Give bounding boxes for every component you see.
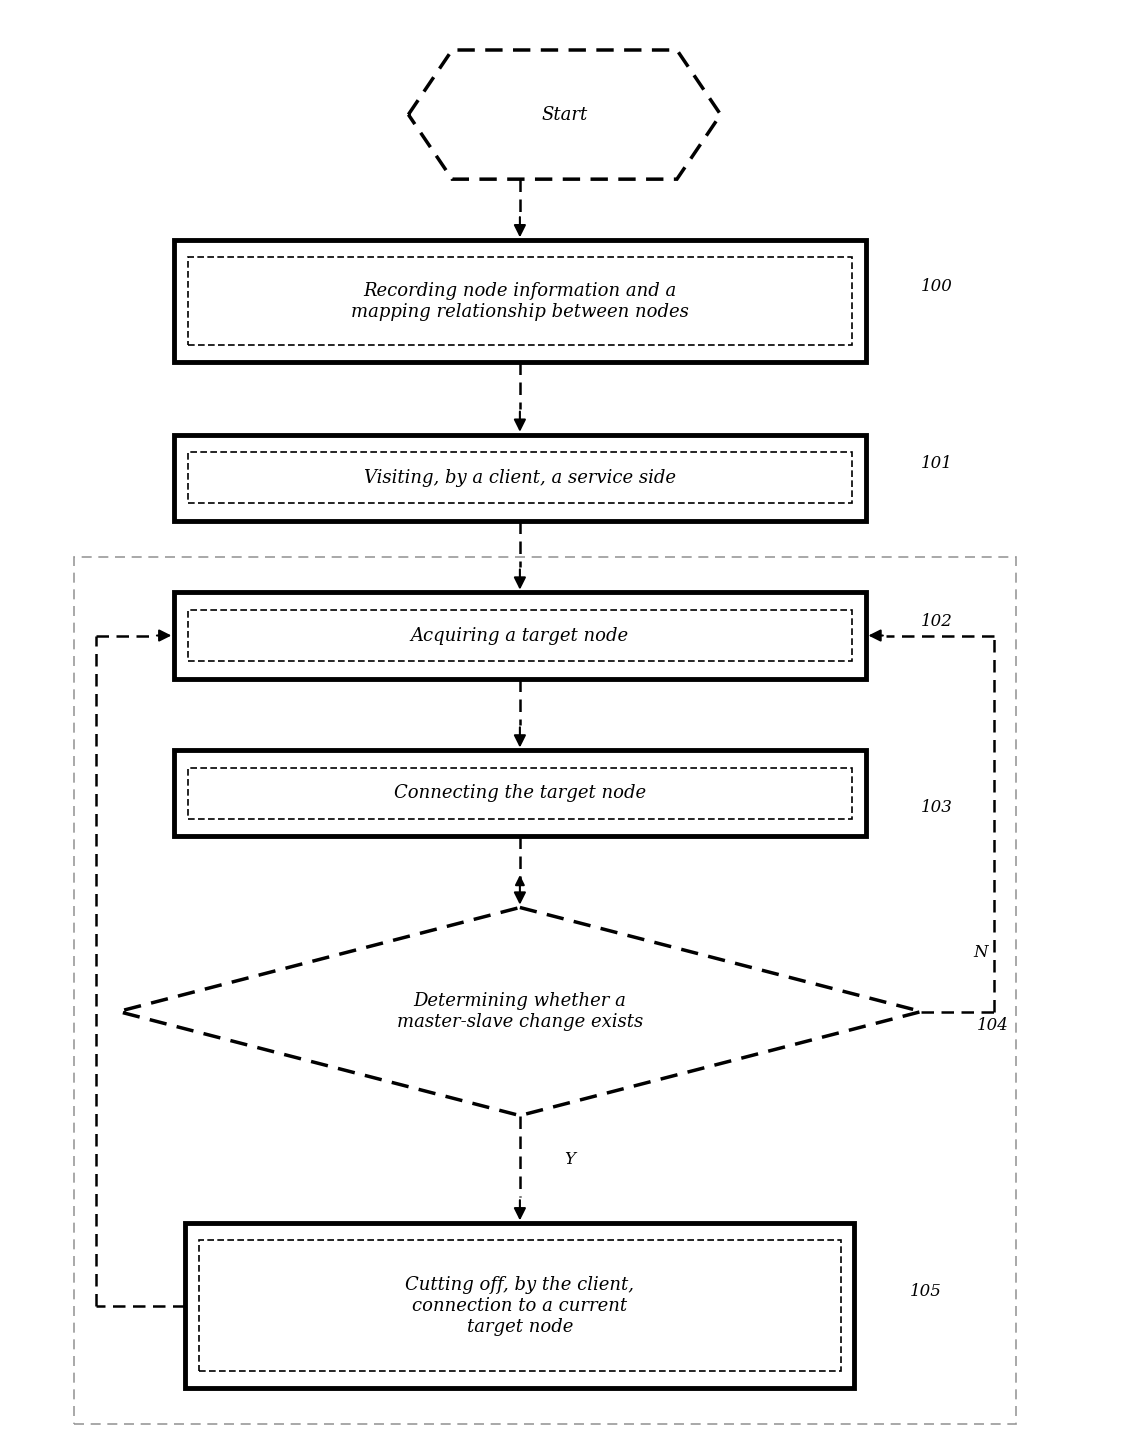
Text: 100: 100 xyxy=(921,278,953,296)
Polygon shape xyxy=(409,51,720,180)
Bar xyxy=(187,452,852,503)
Bar xyxy=(174,241,866,362)
Bar xyxy=(187,610,852,661)
Text: Visiting, by a client, a service side: Visiting, by a client, a service side xyxy=(364,468,676,487)
Bar xyxy=(187,258,852,345)
Text: Connecting the target node: Connecting the target node xyxy=(394,784,646,803)
Text: 101: 101 xyxy=(921,455,953,472)
Text: Y: Y xyxy=(564,1152,576,1168)
Text: Determining whether a
master-slave change exists: Determining whether a master-slave chang… xyxy=(396,993,644,1030)
Text: Acquiring a target node: Acquiring a target node xyxy=(411,626,629,645)
Bar xyxy=(73,556,1016,1424)
Bar xyxy=(174,435,866,520)
Bar xyxy=(185,1223,855,1388)
Text: Recording node information and a
mapping relationship between nodes: Recording node information and a mapping… xyxy=(351,281,689,320)
Text: 102: 102 xyxy=(921,613,953,630)
Bar xyxy=(174,751,866,836)
Text: 103: 103 xyxy=(921,800,953,816)
Bar xyxy=(199,1240,841,1371)
Polygon shape xyxy=(119,907,921,1116)
Text: 104: 104 xyxy=(977,1017,1009,1035)
Bar xyxy=(187,768,852,819)
Text: Start: Start xyxy=(542,106,587,123)
Bar xyxy=(174,593,866,678)
Text: Cutting off, by the client,
connection to a current
target node: Cutting off, by the client, connection t… xyxy=(405,1277,634,1336)
Text: 105: 105 xyxy=(910,1282,942,1300)
Text: N: N xyxy=(973,945,988,961)
